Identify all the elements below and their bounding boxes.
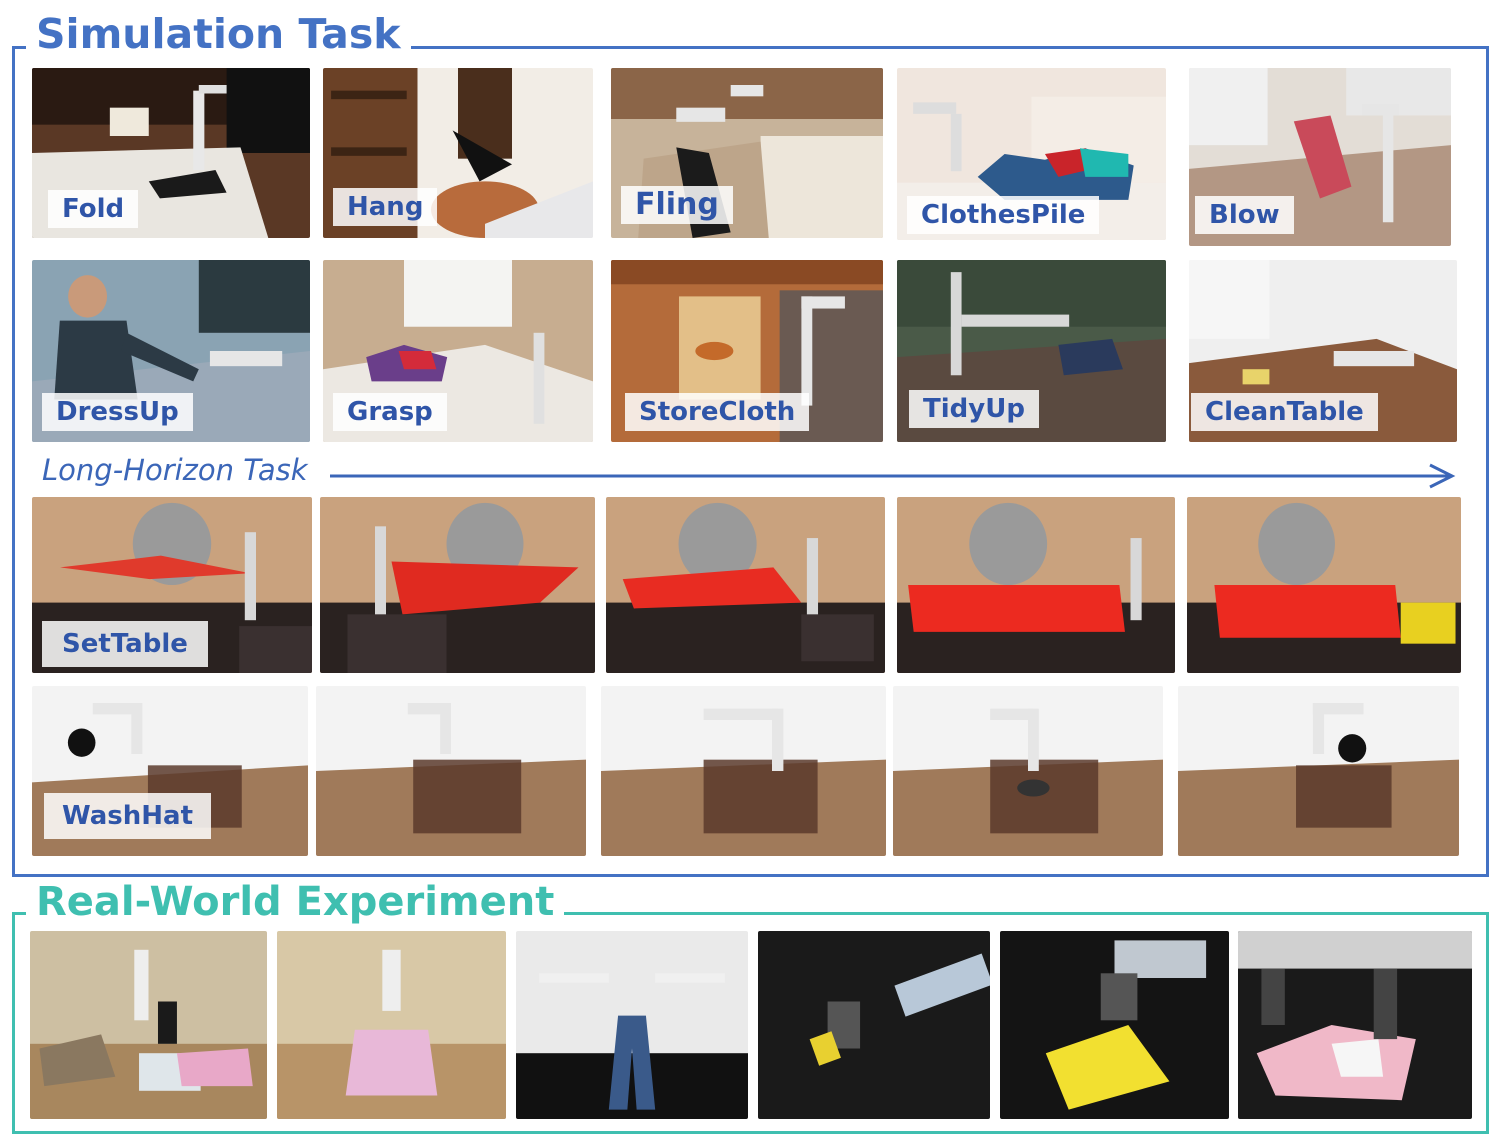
- real-world-photo-3: [516, 931, 748, 1119]
- settable-label: SetTable: [42, 621, 208, 667]
- hang-task-image: Hang: [323, 68, 593, 238]
- real-world-frame: [12, 912, 1489, 1134]
- washhat-step-3-image: [601, 686, 886, 856]
- long-horizon-arrow-icon: [330, 463, 1456, 489]
- washhat-step-1-image: WashHat: [32, 686, 308, 856]
- settable-step-2-image: [320, 497, 595, 673]
- fold-task-image: Fold: [32, 68, 310, 238]
- real-world-heading: Real-World Experiment: [26, 882, 565, 922]
- dressup-label: DressUp: [42, 393, 193, 431]
- settable-step-1-image: SetTable: [32, 497, 312, 673]
- real-world-photo-5: [1000, 931, 1229, 1119]
- washhat-label: WashHat: [44, 793, 212, 839]
- hang-label: Hang: [333, 188, 438, 226]
- dressup-task-image: DressUp: [32, 260, 310, 442]
- cleantable-label: CleanTable: [1191, 393, 1378, 431]
- real-world-photo-4: [758, 931, 990, 1119]
- washhat-step-4-image: [893, 686, 1163, 856]
- clothespile-task-image: ClothesPile: [897, 68, 1166, 240]
- fling-task-image: Fling: [611, 68, 883, 238]
- tidyup-task-image: TidyUp: [897, 260, 1166, 442]
- blow-task-image: Blow: [1189, 68, 1451, 246]
- settable-step-5-image: [1187, 497, 1461, 673]
- real-world-photo-1: [30, 931, 267, 1119]
- real-world-photo-6: [1238, 931, 1472, 1119]
- settable-step-4-image: [897, 497, 1175, 673]
- grasp-task-image: Grasp: [323, 260, 593, 442]
- clothespile-label: ClothesPile: [907, 196, 1100, 234]
- tidyup-label: TidyUp: [909, 390, 1039, 428]
- cleantable-task-image: CleanTable: [1189, 260, 1457, 442]
- blow-label: Blow: [1195, 196, 1294, 234]
- fling-label: Fling: [621, 186, 733, 224]
- storecloth-label: StoreCloth: [625, 393, 810, 431]
- washhat-step-5-image: [1178, 686, 1459, 856]
- storecloth-task-image: StoreCloth: [611, 260, 883, 442]
- washhat-step-2-image: [316, 686, 586, 856]
- simulation-frame: [12, 46, 1489, 877]
- grasp-label: Grasp: [333, 393, 447, 431]
- long-horizon-title: Long-Horizon Task: [42, 453, 308, 487]
- real-world-photo-2: [277, 931, 506, 1119]
- settable-step-3-image: [606, 497, 885, 673]
- fold-label: Fold: [48, 190, 139, 228]
- simulation-heading: Simulation Task: [26, 14, 411, 55]
